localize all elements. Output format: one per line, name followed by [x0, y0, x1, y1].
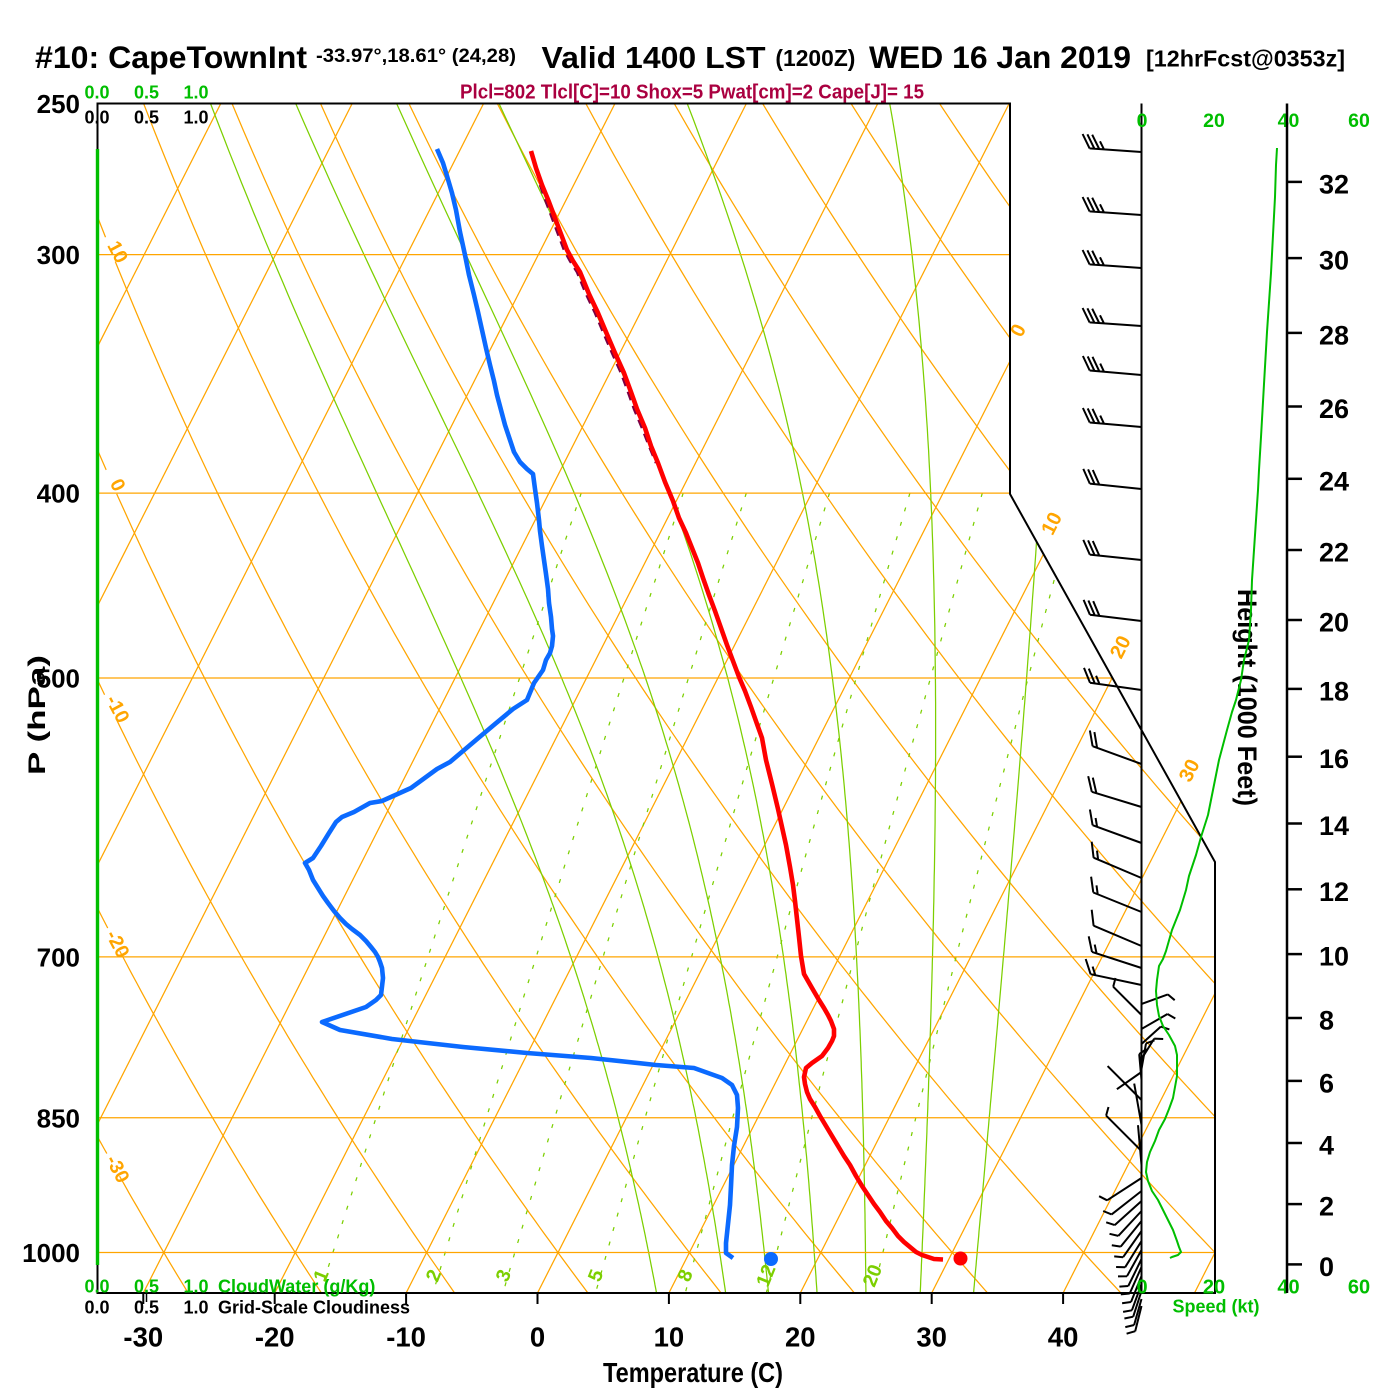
svg-text:20: 20	[1203, 110, 1225, 132]
svg-text:2: 2	[1319, 1192, 1334, 1222]
svg-text:Grid-Scale Cloudiness: Grid-Scale Cloudiness	[218, 1298, 410, 1318]
svg-text:12: 12	[1319, 877, 1349, 907]
svg-text:20: 20	[1319, 608, 1349, 638]
svg-text:24: 24	[1319, 466, 1349, 496]
svg-text:Plcl=802 Tlcl[C]=10 Shox=5 Pwa: Plcl=802 Tlcl[C]=10 Shox=5 Pwat[cm]=2 Ca…	[460, 81, 924, 103]
svg-text:-30: -30	[123, 1322, 163, 1353]
svg-text:1.0: 1.0	[183, 1277, 208, 1297]
svg-text:40: 40	[1277, 1277, 1299, 1299]
svg-text:0.5: 0.5	[134, 1277, 159, 1297]
svg-text:300: 300	[37, 240, 80, 270]
svg-text:8: 8	[1319, 1006, 1334, 1036]
svg-text:0.0: 0.0	[84, 83, 109, 103]
svg-text:0.5: 0.5	[134, 83, 159, 103]
svg-text:#10: CapeTownInt: #10: CapeTownInt	[35, 39, 308, 75]
svg-text:0.0: 0.0	[84, 1277, 109, 1297]
svg-text:60: 60	[1348, 110, 1370, 132]
svg-text:26: 26	[1319, 394, 1349, 424]
svg-text:250: 250	[37, 89, 80, 119]
svg-text:10: 10	[654, 1322, 685, 1353]
svg-text:4: 4	[1319, 1131, 1334, 1161]
svg-text:20: 20	[1203, 1277, 1225, 1299]
svg-text:0: 0	[1137, 110, 1148, 132]
svg-text:WED 16 Jan 2019: WED 16 Jan 2019	[869, 39, 1131, 75]
svg-text:60: 60	[1348, 1277, 1370, 1299]
svg-text:0: 0	[1136, 1277, 1147, 1299]
svg-text:-20: -20	[255, 1322, 295, 1353]
svg-text:-10: -10	[386, 1322, 426, 1353]
svg-text:0: 0	[1319, 1252, 1334, 1282]
svg-text:40: 40	[1278, 110, 1300, 132]
svg-text:22: 22	[1319, 538, 1349, 568]
svg-text:0.5: 0.5	[134, 1298, 159, 1318]
svg-text:CloudWater (g/Kg): CloudWater (g/Kg)	[218, 1277, 375, 1297]
svg-text:6: 6	[1319, 1068, 1334, 1098]
svg-text:400: 400	[37, 479, 80, 509]
svg-text:14: 14	[1319, 811, 1349, 841]
svg-text:Valid 1400 LST: Valid 1400 LST	[542, 40, 766, 75]
svg-text:Speed (kt): Speed (kt)	[1173, 1297, 1260, 1317]
svg-text:32: 32	[1319, 169, 1349, 199]
svg-text:1000: 1000	[22, 1238, 80, 1268]
svg-text:-33.97°,18.61° (24,28): -33.97°,18.61° (24,28)	[316, 45, 516, 67]
svg-text:0.0: 0.0	[84, 108, 109, 128]
svg-text:0.5: 0.5	[134, 108, 159, 128]
svg-text:0.0: 0.0	[84, 1298, 109, 1318]
svg-text:0: 0	[530, 1322, 545, 1353]
svg-text:850: 850	[37, 1103, 80, 1133]
svg-text:16: 16	[1319, 744, 1349, 774]
svg-text:Temperature (C): Temperature (C)	[603, 1357, 783, 1388]
svg-text:[12hrFcst@0353z]: [12hrFcst@0353z]	[1146, 46, 1345, 72]
svg-text:20: 20	[785, 1322, 816, 1353]
svg-text:1.0: 1.0	[183, 83, 208, 103]
svg-text:1.0: 1.0	[183, 1298, 208, 1318]
svg-text:500: 500	[37, 664, 80, 694]
svg-text:40: 40	[1048, 1322, 1079, 1353]
svg-text:10: 10	[1319, 942, 1349, 972]
svg-text:1.0: 1.0	[183, 108, 208, 128]
svg-text:30: 30	[1319, 246, 1349, 276]
svg-text:30: 30	[916, 1322, 947, 1353]
svg-text:700: 700	[37, 942, 80, 972]
svg-text:28: 28	[1319, 320, 1349, 350]
svg-text:(1200Z): (1200Z)	[775, 45, 855, 71]
svg-text:P (hPa): P (hPa)	[24, 655, 51, 775]
svg-text:18: 18	[1319, 676, 1349, 706]
